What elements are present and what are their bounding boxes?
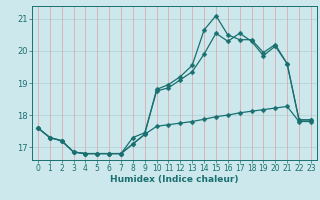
X-axis label: Humidex (Indice chaleur): Humidex (Indice chaleur) bbox=[110, 175, 239, 184]
